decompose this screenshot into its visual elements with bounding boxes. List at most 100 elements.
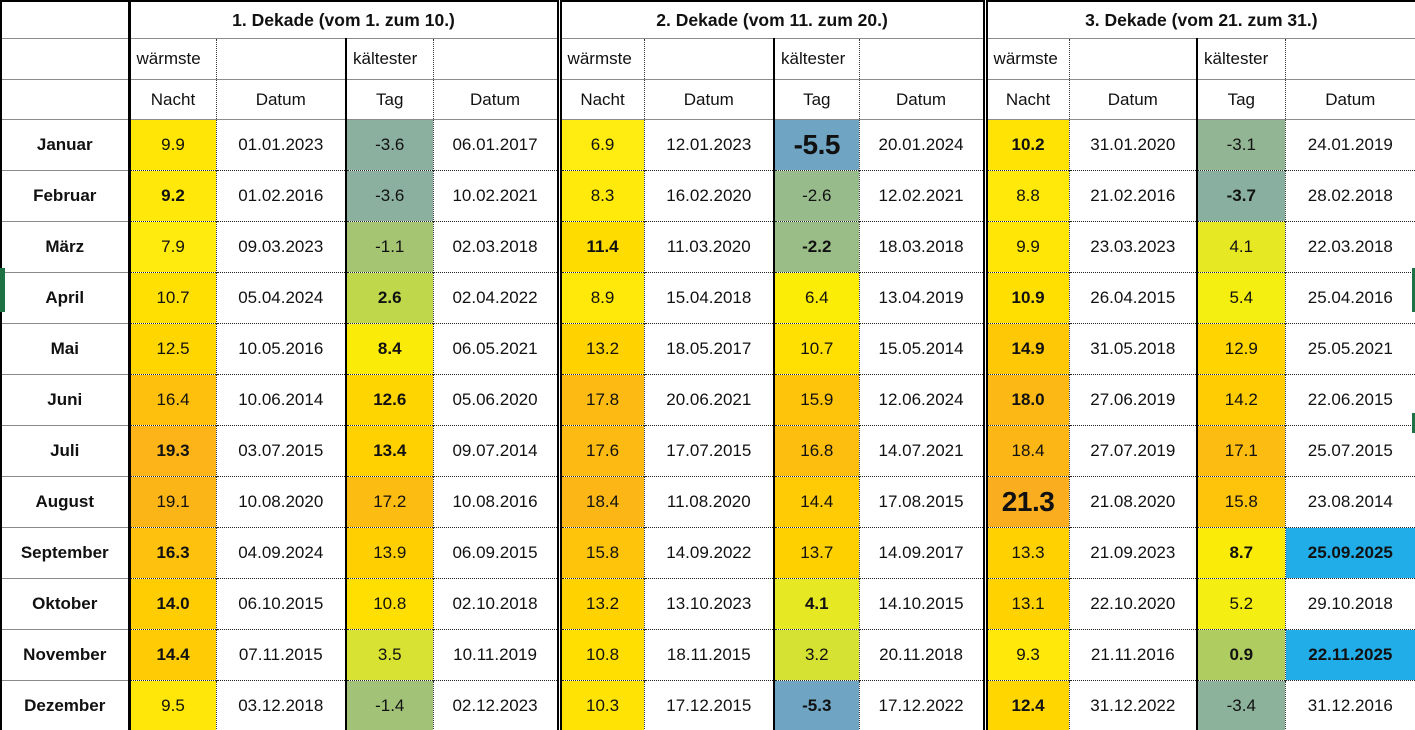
subheader-datum-2b[interactable]: Datum xyxy=(859,79,988,120)
temp-cell[interactable]: 14.0 xyxy=(129,578,217,630)
temp-cell[interactable]: 15.9 xyxy=(774,374,860,426)
date-cell[interactable]: 03.07.2015 xyxy=(216,425,347,477)
date-cell[interactable]: 24.01.2019 xyxy=(1285,119,1415,171)
date-cell[interactable]: 25.04.2016 xyxy=(1285,272,1415,324)
decade-3-title[interactable]: 3. Dekade (vom 21. zum 31.) xyxy=(985,1,1415,39)
temp-cell[interactable]: 17.6 xyxy=(559,425,645,477)
temp-cell[interactable]: 10.9 xyxy=(985,272,1070,324)
date-cell[interactable]: 29.10.2018 xyxy=(1285,578,1415,630)
month-cell[interactable]: August xyxy=(1,476,131,528)
empty-cell[interactable] xyxy=(644,38,776,80)
corner-cell[interactable] xyxy=(1,38,131,80)
month-cell[interactable]: Mai xyxy=(1,323,131,375)
temp-cell[interactable]: 10.8 xyxy=(559,629,645,681)
month-cell[interactable]: April xyxy=(1,272,131,324)
temp-cell[interactable]: 15.8 xyxy=(1197,476,1286,528)
temp-cell[interactable]: -3.7 xyxy=(1197,170,1286,222)
warm-label-3[interactable]: wärmste xyxy=(985,38,1070,80)
corner-cell[interactable] xyxy=(1,79,131,120)
temp-cell[interactable]: 16.8 xyxy=(774,425,860,477)
date-cell[interactable]: 22.03.2018 xyxy=(1285,221,1415,273)
warm-label-2[interactable]: wärmste xyxy=(559,38,645,80)
date-cell[interactable]: 02.12.2023 xyxy=(433,680,562,730)
date-cell[interactable]: 17.12.2015 xyxy=(644,680,776,730)
temp-cell[interactable]: 5.4 xyxy=(1197,272,1286,324)
date-cell[interactable]: 17.12.2022 xyxy=(859,680,988,730)
temp-cell[interactable]: 7.9 xyxy=(129,221,217,273)
temp-cell[interactable]: 4.1 xyxy=(774,578,860,630)
temp-cell[interactable]: 17.2 xyxy=(346,476,434,528)
date-cell[interactable]: 09.07.2014 xyxy=(433,425,562,477)
date-cell[interactable]: 10.11.2019 xyxy=(433,629,562,681)
subheader-nacht-1[interactable]: Nacht xyxy=(129,79,217,120)
date-cell[interactable]: 13.04.2019 xyxy=(859,272,988,324)
date-cell[interactable]: 11.08.2020 xyxy=(644,476,776,528)
temp-cell[interactable]: 14.4 xyxy=(774,476,860,528)
date-cell[interactable]: 03.12.2018 xyxy=(216,680,347,730)
date-cell[interactable]: 22.06.2015 xyxy=(1285,374,1415,426)
date-cell[interactable]: 05.04.2024 xyxy=(216,272,347,324)
date-cell[interactable]: 01.01.2023 xyxy=(216,119,347,171)
temp-cell[interactable]: 13.9 xyxy=(346,527,434,579)
cold-label-2[interactable]: kältester xyxy=(774,38,860,80)
month-cell[interactable]: März xyxy=(1,221,131,273)
date-cell[interactable]: 20.06.2021 xyxy=(644,374,776,426)
temp-cell[interactable]: 9.9 xyxy=(985,221,1070,273)
temp-cell[interactable]: 8.8 xyxy=(985,170,1070,222)
temp-cell[interactable]: 8.4 xyxy=(346,323,434,375)
temp-cell[interactable]: 18.4 xyxy=(985,425,1070,477)
month-cell[interactable]: September xyxy=(1,527,131,579)
temp-cell[interactable]: 12.9 xyxy=(1197,323,1286,375)
date-cell[interactable]: 31.01.2020 xyxy=(1069,119,1199,171)
subheader-datum-1b[interactable]: Datum xyxy=(433,79,562,120)
date-cell[interactable]: 10.06.2014 xyxy=(216,374,347,426)
temp-cell[interactable]: 3.5 xyxy=(346,629,434,681)
temp-cell[interactable]: 8.7 xyxy=(1197,527,1286,579)
empty-cell[interactable] xyxy=(859,38,988,80)
month-cell[interactable]: Januar xyxy=(1,119,131,171)
temp-cell[interactable]: -3.6 xyxy=(346,119,434,171)
date-cell[interactable]: 21.09.2023 xyxy=(1069,527,1199,579)
temp-cell[interactable]: 13.2 xyxy=(559,323,645,375)
temp-cell[interactable]: 18.4 xyxy=(559,476,645,528)
date-cell[interactable]: 18.11.2015 xyxy=(644,629,776,681)
empty-cell[interactable] xyxy=(433,38,562,80)
subheader-datum-2a[interactable]: Datum xyxy=(644,79,776,120)
date-cell[interactable]: 02.03.2018 xyxy=(433,221,562,273)
date-cell[interactable]: 06.05.2021 xyxy=(433,323,562,375)
temp-cell[interactable]: 9.2 xyxy=(129,170,217,222)
subheader-tag-3[interactable]: Tag xyxy=(1197,79,1286,120)
temp-cell[interactable]: 6.9 xyxy=(559,119,645,171)
temp-cell[interactable]: 10.3 xyxy=(559,680,645,730)
date-cell[interactable]: 22.11.2025 xyxy=(1285,629,1415,681)
temp-cell[interactable]: 12.5 xyxy=(129,323,217,375)
date-cell[interactable]: 06.01.2017 xyxy=(433,119,562,171)
temp-cell[interactable]: -5.3 xyxy=(774,680,860,730)
temp-cell[interactable]: 18.0 xyxy=(985,374,1070,426)
date-cell[interactable]: 04.09.2024 xyxy=(216,527,347,579)
month-cell[interactable]: Juli xyxy=(1,425,131,477)
date-cell[interactable]: 12.06.2024 xyxy=(859,374,988,426)
temp-cell[interactable]: 9.9 xyxy=(129,119,217,171)
date-cell[interactable]: 31.12.2016 xyxy=(1285,680,1415,730)
subheader-nacht-2[interactable]: Nacht xyxy=(559,79,645,120)
temp-cell[interactable]: -3.4 xyxy=(1197,680,1286,730)
temp-cell[interactable]: 4.1 xyxy=(1197,221,1286,273)
subheader-nacht-3[interactable]: Nacht xyxy=(985,79,1070,120)
decade-1-title[interactable]: 1. Dekade (vom 1. zum 10.) xyxy=(129,1,562,39)
temp-cell[interactable]: 3.2 xyxy=(774,629,860,681)
date-cell[interactable]: 21.11.2016 xyxy=(1069,629,1199,681)
date-cell[interactable]: 27.06.2019 xyxy=(1069,374,1199,426)
date-cell[interactable]: 14.09.2017 xyxy=(859,527,988,579)
date-cell[interactable]: 28.02.2018 xyxy=(1285,170,1415,222)
month-cell[interactable]: Dezember xyxy=(1,680,131,730)
temp-cell[interactable]: 6.4 xyxy=(774,272,860,324)
subheader-datum-3b[interactable]: Datum xyxy=(1285,79,1415,120)
temp-cell[interactable]: 13.4 xyxy=(346,425,434,477)
temp-cell[interactable]: 17.8 xyxy=(559,374,645,426)
date-cell[interactable]: 18.03.2018 xyxy=(859,221,988,273)
temp-cell[interactable]: 13.1 xyxy=(985,578,1070,630)
date-cell[interactable]: 06.10.2015 xyxy=(216,578,347,630)
temp-cell[interactable]: 15.8 xyxy=(559,527,645,579)
date-cell[interactable]: 10.02.2021 xyxy=(433,170,562,222)
